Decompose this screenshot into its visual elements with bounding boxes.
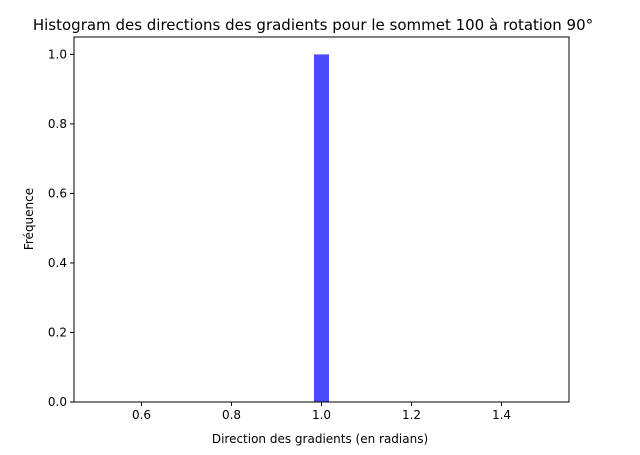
chart-title: Histogram des directions des gradients p… [33, 16, 593, 34]
y-tick-label: 1.0 [48, 47, 67, 61]
y-tick-label: 0.8 [48, 117, 67, 131]
y-tick-label: 0.2 [48, 325, 67, 339]
x-tick-label: 0.6 [132, 408, 151, 422]
y-tick-label: 0.4 [48, 256, 67, 270]
y-axis-label: Fréquence [22, 188, 36, 250]
plot-area: 0.6 0.8 1.0 1.2 1.4 0.0 0.2 0.4 0.6 0.8 1.0 [48, 36, 570, 422]
y-tick-label: 0.0 [48, 395, 67, 409]
x-tick-label: 1.0 [312, 408, 331, 422]
x-axis-label: Direction des gradients (en radians) [212, 432, 428, 446]
histogram-bar [313, 54, 330, 402]
x-tick-label: 0.8 [222, 408, 241, 422]
y-tick-label: 0.6 [48, 186, 67, 200]
x-tick-label: 1.4 [492, 408, 511, 422]
x-tick-label: 1.2 [402, 408, 421, 422]
